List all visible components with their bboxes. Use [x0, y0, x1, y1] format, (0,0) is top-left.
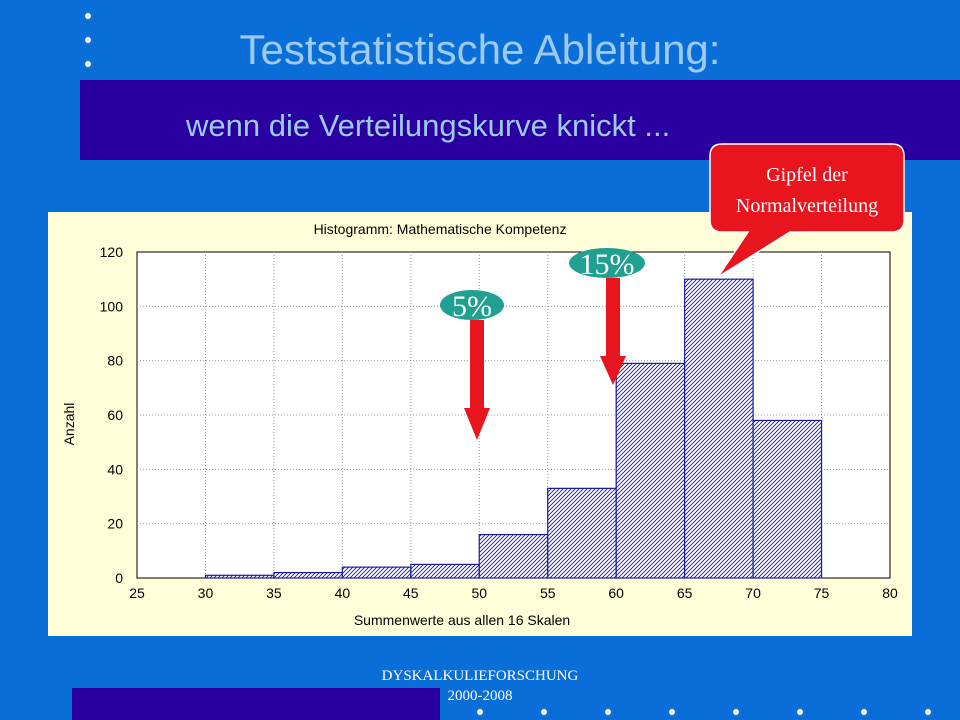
arrow-5-head — [464, 408, 490, 440]
bars — [204, 278, 823, 579]
histogram-bar — [273, 571, 343, 579]
arrow-15-shaft — [606, 278, 620, 358]
decor-dot — [925, 709, 931, 715]
decor-dot — [477, 709, 483, 715]
x-tick-label: 55 — [540, 585, 556, 601]
footer-line1: DYSKALKULIEFORSCHUNG — [381, 668, 579, 684]
decor-dot — [797, 709, 803, 715]
y-tick-label: 20 — [107, 516, 123, 532]
decor-dot — [669, 709, 675, 715]
x-tick-label: 80 — [882, 585, 898, 601]
decor-dot — [861, 709, 867, 715]
histogram-bar — [615, 362, 686, 579]
label-5-bubble — [440, 290, 504, 320]
slide-subtitle: wenn die Verteilungskurve knickt ... — [186, 108, 671, 143]
decor-dot — [541, 709, 547, 715]
x-tick-label: 60 — [608, 585, 624, 601]
x-tick-label: 50 — [471, 585, 487, 601]
decor-dot — [605, 709, 611, 715]
decor-dot — [733, 709, 739, 715]
x-tick-label: 35 — [266, 585, 282, 601]
y-tick-label: 40 — [107, 461, 123, 477]
footer: DYSKALKULIEFORSCHUNG 2000-2008 — [330, 666, 630, 706]
y-axis-label: Anzahl — [61, 403, 77, 446]
decor-dot — [85, 13, 91, 19]
footer-line2: 2000-2008 — [447, 688, 513, 704]
label-15-bubble — [569, 248, 645, 278]
decor-dot — [85, 61, 91, 67]
x-tick-label: 30 — [198, 585, 214, 601]
y-tick-labels: 0 20 40 60 80 100 120 — [100, 244, 124, 586]
y-tick-label: 100 — [100, 298, 124, 314]
histogram-bar — [684, 278, 754, 579]
x-tick-label: 70 — [745, 585, 761, 601]
x-tick-label: 75 — [814, 585, 830, 601]
slide-title: Teststatistische Ableitung: — [239, 26, 721, 73]
y-tick-label: 80 — [107, 353, 123, 369]
bottom-band — [72, 688, 440, 720]
histogram-bar — [341, 566, 412, 579]
peak-callout — [709, 143, 905, 278]
x-axis-label: Summenwerte aus allen 16 Skalen — [354, 612, 570, 628]
histogram-bar — [410, 563, 480, 579]
histogram-bar — [547, 487, 617, 579]
x-tick-label: 25 — [129, 585, 145, 601]
label-15-text: 15% — [580, 248, 635, 281]
label-5-text: 5% — [452, 290, 492, 323]
peak-callout-line1: Gipfel der — [766, 164, 848, 186]
y-tick-label: 120 — [100, 244, 124, 260]
decor-dot — [85, 37, 91, 43]
arrow-15-head — [600, 356, 626, 385]
x-tick-label: 65 — [677, 585, 693, 601]
x-tick-label: 40 — [335, 585, 351, 601]
arrow-5-shaft — [470, 320, 484, 410]
histogram-bar — [478, 533, 549, 579]
x-tick-label: 45 — [403, 585, 419, 601]
y-tick-label: 60 — [107, 407, 123, 423]
chart-title: Histogramm: Mathematische Kompetenz — [314, 221, 567, 237]
histogram-bar — [204, 574, 275, 579]
histogram-bar — [752, 419, 823, 579]
y-tick-label: 0 — [115, 570, 123, 586]
peak-callout-line2: Normalverteilung — [736, 195, 878, 217]
x-tick-labels: 25 30 35 40 45 50 55 60 65 70 75 80 — [129, 585, 898, 601]
